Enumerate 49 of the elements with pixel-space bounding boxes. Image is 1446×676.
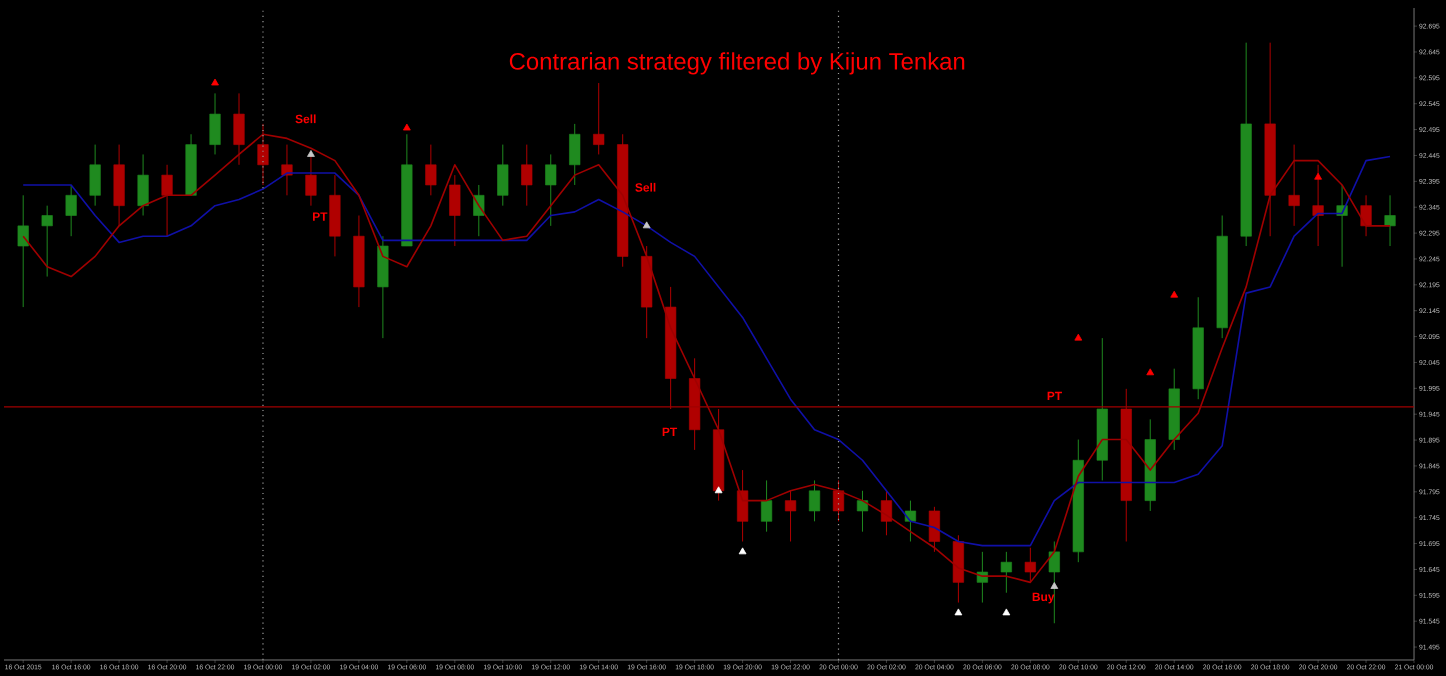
candlestick [113, 144, 125, 227]
point [1002, 608, 1011, 616]
point [1170, 290, 1179, 298]
point [211, 78, 219, 86]
candlestick [521, 144, 533, 207]
point [1146, 368, 1155, 376]
candlestick [257, 123, 269, 186]
candlestick [569, 123, 581, 186]
candlestick [17, 194, 29, 308]
candlestick [449, 174, 461, 247]
candlestick [1312, 164, 1324, 247]
candlestick [1288, 144, 1300, 227]
candlestick [808, 479, 821, 522]
candlestick [89, 144, 101, 207]
candlestick [1360, 194, 1372, 237]
point [738, 547, 747, 555]
point [307, 150, 315, 157]
candlestick [329, 174, 341, 257]
candlestick [425, 144, 437, 196]
candlestick [928, 506, 940, 553]
candlestick [904, 500, 917, 542]
candlestick [545, 153, 557, 227]
candlestick [1000, 551, 1012, 594]
candlestick [784, 490, 797, 542]
candlestick [497, 144, 509, 207]
candlestick [1384, 194, 1396, 247]
candlestick [880, 490, 893, 536]
candlestick [209, 92, 221, 155]
candlestick [65, 184, 77, 237]
candlestick [737, 469, 749, 542]
point [714, 486, 723, 494]
point [403, 123, 411, 131]
candlestick [952, 534, 964, 604]
text: Contrarian strategy filtered by Kijun Tenkan [509, 52, 965, 75]
candlestick [41, 205, 53, 278]
candlestick [1024, 547, 1036, 583]
candlestick [760, 479, 773, 533]
candlestick [377, 235, 389, 339]
candlestick [161, 164, 173, 237]
point [1050, 582, 1059, 589]
candlestick [233, 92, 245, 166]
point [954, 608, 963, 616]
candlestick [137, 153, 149, 216]
point [1314, 172, 1322, 180]
candlestick [305, 153, 317, 207]
candlestick [856, 490, 869, 533]
point [1074, 333, 1083, 341]
point [642, 221, 651, 229]
candlestick [593, 82, 605, 155]
